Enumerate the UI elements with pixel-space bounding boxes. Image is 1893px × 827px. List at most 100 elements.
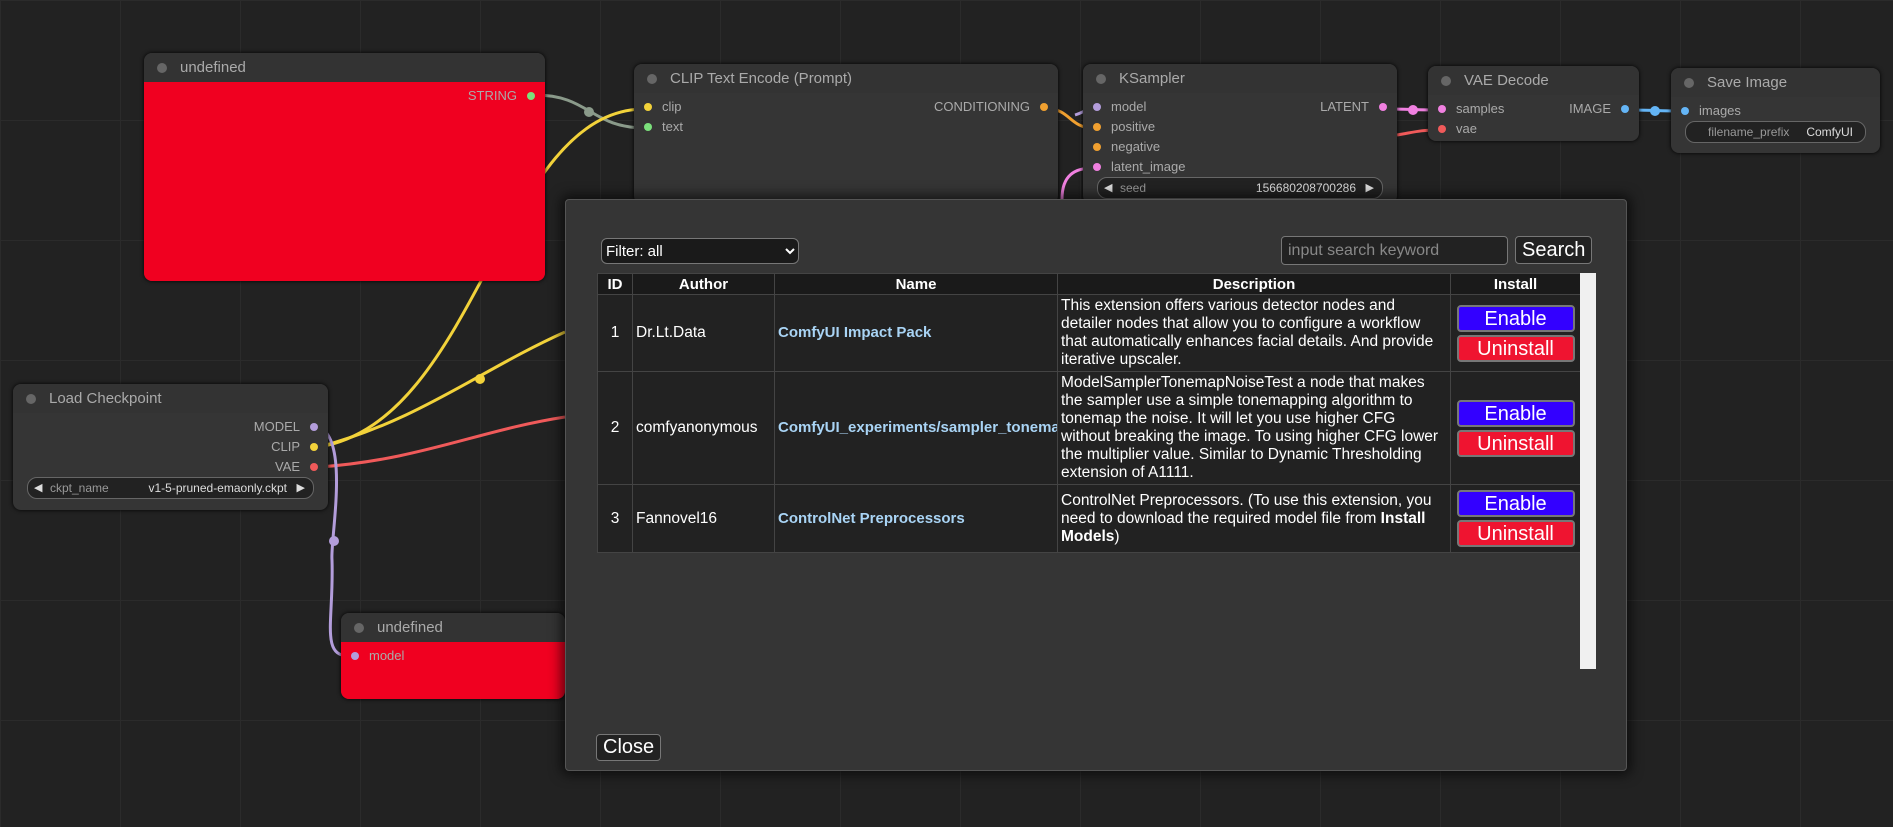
node-title: undefined bbox=[144, 53, 545, 82]
slot-dot bbox=[644, 123, 652, 131]
input-slot: model bbox=[1093, 97, 1146, 117]
uninstall-button[interactable]: Uninstall bbox=[1456, 520, 1575, 547]
slot-dot bbox=[1379, 103, 1387, 111]
input-slot: negative bbox=[1093, 137, 1160, 157]
node[interactable]: undefined model bbox=[341, 613, 565, 699]
slot-label: MODEL bbox=[253, 419, 300, 434]
slot-label: samples bbox=[1456, 101, 1505, 116]
wire-dot bbox=[1650, 106, 1660, 116]
table-row: 2 comfyanonymous ComfyUI_experiments/sampl… bbox=[597, 371, 1580, 485]
input-slot: samples bbox=[1438, 99, 1504, 119]
slot-dot bbox=[1438, 105, 1446, 113]
widget[interactable]: filename_prefix ComfyUI bbox=[1685, 121, 1866, 143]
name-cell[interactable]: ComfyUI_experiments/sampler_tonemap bbox=[774, 371, 1058, 485]
description-cell: This extension offers various detector n… bbox=[1057, 294, 1451, 372]
widget[interactable]: ◀ ▶ seed 156680208700286 bbox=[1097, 177, 1383, 199]
table-row: 1 Dr.Lt.Data ComfyUI Impact Pack This exten… bbox=[597, 294, 1580, 372]
table-wrap: ID Author Name Description Install 1 Dr.Lt.Da… bbox=[597, 273, 1580, 669]
input-slot: latent_image bbox=[1093, 157, 1185, 177]
widget-name: filename_prefix bbox=[1708, 125, 1790, 139]
wire bbox=[318, 330, 566, 449]
output-slot: MODEL bbox=[254, 417, 318, 437]
slot-label: text bbox=[662, 119, 683, 134]
id-cell: 3 bbox=[597, 484, 633, 553]
close-button[interactable]: Close bbox=[596, 734, 661, 761]
widget[interactable]: ◀ ▶ ckpt_name v1-5-pruned-emaonly.ckpt bbox=[27, 477, 314, 499]
input-slot: text bbox=[644, 117, 683, 137]
widget-name: ckpt_name bbox=[50, 481, 109, 495]
widget-value: ComfyUI bbox=[1806, 125, 1853, 139]
description-cell: ModelSamplerTonemapNoiseTest a node that… bbox=[1057, 371, 1451, 485]
column-header: Author bbox=[632, 273, 775, 295]
wire-dot bbox=[475, 374, 485, 384]
node[interactable]: KSampler model positive negative latent_imag… bbox=[1083, 64, 1397, 204]
slot-label: negative bbox=[1111, 139, 1161, 154]
slot-label: LATENT bbox=[1320, 99, 1369, 114]
name-cell[interactable]: ComfyUI Impact Pack bbox=[774, 294, 1058, 372]
slot-label: IMAGE bbox=[1569, 101, 1611, 116]
id-cell: 2 bbox=[597, 371, 633, 485]
table-row: 3 Fannovel16 ControlNet Preprocessors Contr… bbox=[597, 484, 1580, 553]
author-cell: comfyanonymous bbox=[632, 371, 775, 485]
node-title: VAE Decode bbox=[1428, 66, 1639, 95]
uninstall-button[interactable]: Uninstall bbox=[1456, 334, 1575, 362]
input-slot: clip bbox=[644, 97, 682, 117]
slot-dot bbox=[644, 103, 652, 111]
input-slot: positive bbox=[1093, 117, 1155, 137]
slot-dot bbox=[351, 652, 359, 660]
search-button[interactable]: Search bbox=[1515, 236, 1592, 264]
node-title: CLIP Text Encode (Prompt) bbox=[634, 64, 1058, 93]
slot-dot bbox=[1621, 105, 1629, 113]
wire-dot bbox=[584, 107, 594, 117]
name-cell[interactable]: ControlNet Preprocessors bbox=[774, 484, 1058, 553]
slot-dot bbox=[1040, 103, 1048, 111]
node[interactable]: VAE Decode samples vae IMAGE bbox=[1428, 66, 1639, 141]
enable-button[interactable]: Enable bbox=[1456, 399, 1575, 427]
node[interactable]: Load Checkpoint MODEL CLIP VAE ◀ ▶ ckpt_name v1… bbox=[13, 384, 328, 510]
description-text: ModelSamplerTonemapNoiseTest a node that… bbox=[1061, 374, 1439, 481]
arrow-right: ▶ bbox=[1365, 182, 1374, 194]
column-header: Name bbox=[774, 273, 1058, 295]
widget-value: v1-5-pruned-emaonly.ckpt bbox=[148, 481, 287, 495]
slot-label: model bbox=[369, 648, 405, 663]
search-input[interactable] bbox=[1281, 236, 1508, 265]
enable-button[interactable]: Enable bbox=[1456, 304, 1575, 332]
column-header: ID bbox=[597, 273, 633, 295]
install-cell: Enable Uninstall bbox=[1450, 484, 1580, 553]
slot-dot bbox=[1093, 143, 1101, 151]
table-body: 1 Dr.Lt.Data ComfyUI Impact Pack This exten… bbox=[597, 294, 1580, 553]
node[interactable]: CLIP Text Encode (Prompt) clip text CONDITI… bbox=[634, 64, 1058, 204]
wire bbox=[318, 425, 350, 658]
scrollbar[interactable] bbox=[1580, 273, 1596, 669]
slot-dot bbox=[527, 92, 535, 100]
install-cell: Enable Uninstall bbox=[1450, 294, 1580, 372]
slot-label: vae bbox=[1456, 121, 1477, 136]
filter-select[interactable]: Filter: all bbox=[601, 238, 799, 264]
output-slot: CLIP bbox=[271, 437, 318, 457]
node-title: undefined bbox=[341, 613, 565, 642]
output-slot: CONDITIONING bbox=[934, 97, 1048, 117]
output-slot: VAE bbox=[275, 457, 318, 477]
slot-label: model bbox=[1111, 99, 1147, 114]
author-cell: Dr.Lt.Data bbox=[632, 294, 775, 372]
description-cell: ControlNet Preprocessors. (To use this e… bbox=[1057, 484, 1451, 553]
output-slot: IMAGE bbox=[1569, 99, 1629, 119]
widget-value: 156680208700286 bbox=[1255, 181, 1356, 195]
slot-dot bbox=[1093, 163, 1101, 171]
column-header: Install bbox=[1450, 273, 1580, 295]
node[interactable]: undefined STRING bbox=[144, 53, 545, 281]
output-slot: STRING bbox=[468, 86, 535, 106]
wire-dot bbox=[329, 536, 339, 546]
slot-label: CONDITIONING bbox=[933, 99, 1030, 114]
uninstall-button[interactable]: Uninstall bbox=[1456, 429, 1575, 457]
description-text: ) bbox=[1114, 527, 1120, 545]
description-text: This extension offers various detector n… bbox=[1061, 297, 1434, 368]
slot-label: latent_image bbox=[1111, 159, 1186, 174]
enable-button[interactable]: Enable bbox=[1456, 490, 1575, 517]
node[interactable]: Save Image images filename_prefix ComfyUI bbox=[1671, 68, 1880, 153]
input-slot: vae bbox=[1438, 119, 1477, 139]
slot-dot bbox=[1093, 123, 1101, 131]
column-header: Description bbox=[1057, 273, 1451, 295]
arrow-left: ◀ bbox=[1104, 182, 1113, 194]
